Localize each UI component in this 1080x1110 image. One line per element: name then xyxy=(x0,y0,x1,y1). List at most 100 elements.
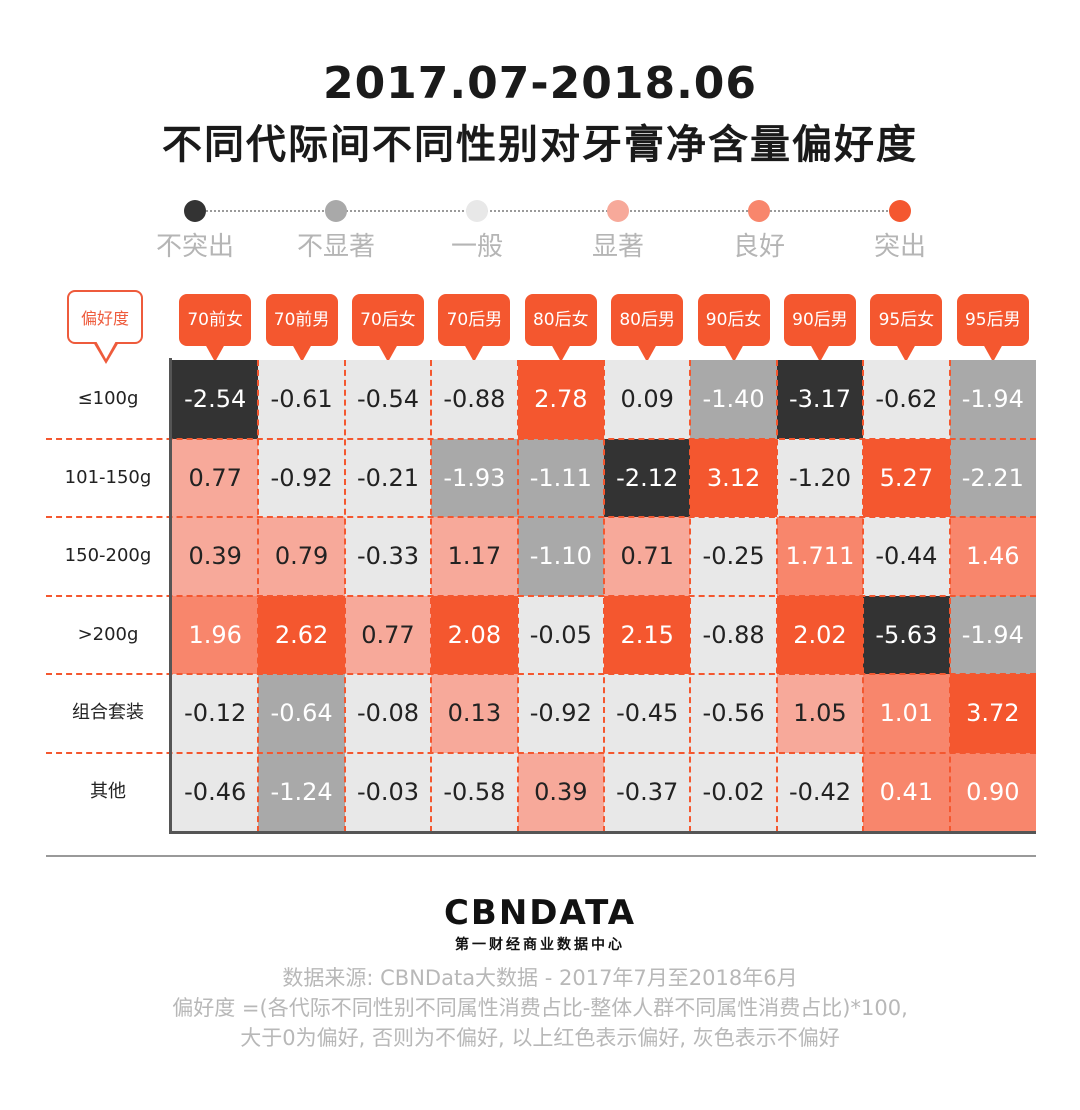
column-header-tail xyxy=(896,344,917,362)
heatmap-cell: -0.05 xyxy=(517,595,604,675)
legend-label: 不突出 xyxy=(155,232,234,262)
heatmap-cell: -0.56 xyxy=(690,674,777,753)
row-divider xyxy=(46,752,1036,754)
heatmap-cell: 0.13 xyxy=(431,674,518,753)
heatmap-cell: -1.94 xyxy=(949,360,1036,439)
heatmap-cell: -1.40 xyxy=(690,360,777,439)
heatmap-cell: -5.63 xyxy=(863,595,950,675)
legend-label: 一般 xyxy=(450,232,503,262)
heatmap-cell: -0.64 xyxy=(258,674,345,753)
heatmap-cell: 1.46 xyxy=(949,517,1036,596)
heatmap-cell: 0.09 xyxy=(604,360,691,439)
heatmap-cell: 0.41 xyxy=(863,753,950,832)
chart-title: 不同代际间不同性别对牙膏净含量偏好度 xyxy=(162,122,918,168)
heatmap-cell: -1.94 xyxy=(949,595,1036,675)
heatmap-cell: 0.77 xyxy=(172,438,259,518)
formula-note: 偏好度 =(各代际不同性别不同属性消费占比-整体人群不同属性消费占比)*100, xyxy=(172,996,908,1020)
heatmap-cell: -0.12 xyxy=(172,674,259,753)
heatmap-cell: -2.54 xyxy=(172,360,259,439)
row-label: 150-200g xyxy=(64,545,152,567)
heatmap-cell: -2.21 xyxy=(949,438,1036,518)
heatmap-cell: 1.17 xyxy=(431,517,518,596)
legend-dot xyxy=(184,200,206,222)
heatmap-cell: -0.21 xyxy=(344,438,432,518)
row-label: 101-150g xyxy=(64,466,152,488)
heatmap-cell: -3.17 xyxy=(776,360,864,439)
heatmap-cell: 5.27 xyxy=(863,438,950,518)
column-divider xyxy=(775,360,778,832)
legend-dot xyxy=(325,200,347,222)
legend-label: 不显著 xyxy=(296,232,375,262)
row-divider xyxy=(46,673,1036,676)
heatmap-cell: -0.54 xyxy=(344,360,432,439)
heatmap-cell: -0.03 xyxy=(344,753,432,832)
heatmap-cell: -0.88 xyxy=(431,360,518,439)
column-header-tail xyxy=(810,344,830,362)
y-axis-line xyxy=(169,358,172,833)
column-header-tail xyxy=(550,344,571,362)
heatmap-cell: -0.42 xyxy=(776,753,864,832)
column-header: 80后女 xyxy=(524,294,597,346)
heatmap-cell: 3.12 xyxy=(690,438,777,518)
column-header: 70前男 xyxy=(265,294,338,346)
heatmap-cell: 0.77 xyxy=(344,595,432,675)
heatmap-cell: -0.45 xyxy=(604,674,691,753)
heatmap-cell: 2.78 xyxy=(517,360,604,439)
row-label: 组合套装 xyxy=(72,702,144,724)
heatmap-cell: -1.93 xyxy=(431,438,518,518)
heatmap-cell: 3.72 xyxy=(949,674,1036,753)
legend-dot xyxy=(889,200,911,222)
heatmap-cell: -0.33 xyxy=(344,517,432,596)
legend: 不突出 不显著 一般 显著 良好 突出 xyxy=(0,190,1080,270)
column-header-tail xyxy=(464,344,485,362)
chart-date-range: 2017.07-2018.06 xyxy=(322,58,758,109)
column-header: 80后男 xyxy=(611,294,684,346)
legend-connector xyxy=(195,210,900,212)
row-divider xyxy=(46,594,1036,597)
column-header-tail xyxy=(723,344,744,362)
heatmap-cell: 2.08 xyxy=(431,595,518,675)
column-divider xyxy=(257,360,260,832)
column-header: 95后女 xyxy=(870,294,943,346)
column-divider xyxy=(430,360,433,832)
heatmap-cell: -1.24 xyxy=(258,753,345,832)
column-header: 70后女 xyxy=(352,294,424,346)
column-divider xyxy=(862,360,865,832)
column-header: 95后男 xyxy=(956,294,1029,346)
column-header: 90后男 xyxy=(784,294,856,346)
source-note: 数据来源: CBNData大数据 - 2017年7月至2018年6月 xyxy=(282,966,798,990)
heatmap-cell: 0.79 xyxy=(258,517,345,596)
legend-label: 突出 xyxy=(873,232,926,262)
heatmap-cell: 1.05 xyxy=(776,674,864,753)
legend-dot xyxy=(607,200,629,222)
column-divider xyxy=(516,360,519,832)
row-label: >200g xyxy=(77,623,139,645)
heatmap-cell: -0.08 xyxy=(344,674,432,753)
legend-label: 良好 xyxy=(732,232,785,262)
column-header-tail xyxy=(982,344,1003,362)
heatmap-cell: -0.25 xyxy=(690,517,777,596)
heatmap-cell: -1.10 xyxy=(517,517,604,596)
heatmap-cell: -0.88 xyxy=(690,595,777,675)
heatmap-cell: -0.58 xyxy=(431,753,518,832)
heatmap-cell: -0.46 xyxy=(172,753,259,832)
heatmap-cell: 0.39 xyxy=(172,517,259,596)
column-header: 70前女 xyxy=(179,294,252,346)
column-header-tail xyxy=(378,344,398,362)
column-header-tail xyxy=(205,344,226,362)
row-label: 其他 xyxy=(90,781,126,802)
column-header: 70后男 xyxy=(438,294,511,346)
heatmap-cell: -0.44 xyxy=(863,517,950,596)
column-header: 90后女 xyxy=(697,294,770,346)
heatmap-cell: 1.96 xyxy=(172,595,259,675)
corner-label: 偏好度 xyxy=(67,290,143,344)
row-divider xyxy=(46,516,1036,519)
x-axis-line xyxy=(169,831,1036,834)
row-label: ≤100g xyxy=(77,388,139,409)
column-divider xyxy=(343,360,346,832)
column-divider xyxy=(689,360,692,832)
heatmap-cell: 0.39 xyxy=(517,753,604,832)
heatmap-cell: -0.92 xyxy=(258,438,345,518)
heatmap-cell: 2.02 xyxy=(776,595,864,675)
legend-dot xyxy=(466,200,488,222)
